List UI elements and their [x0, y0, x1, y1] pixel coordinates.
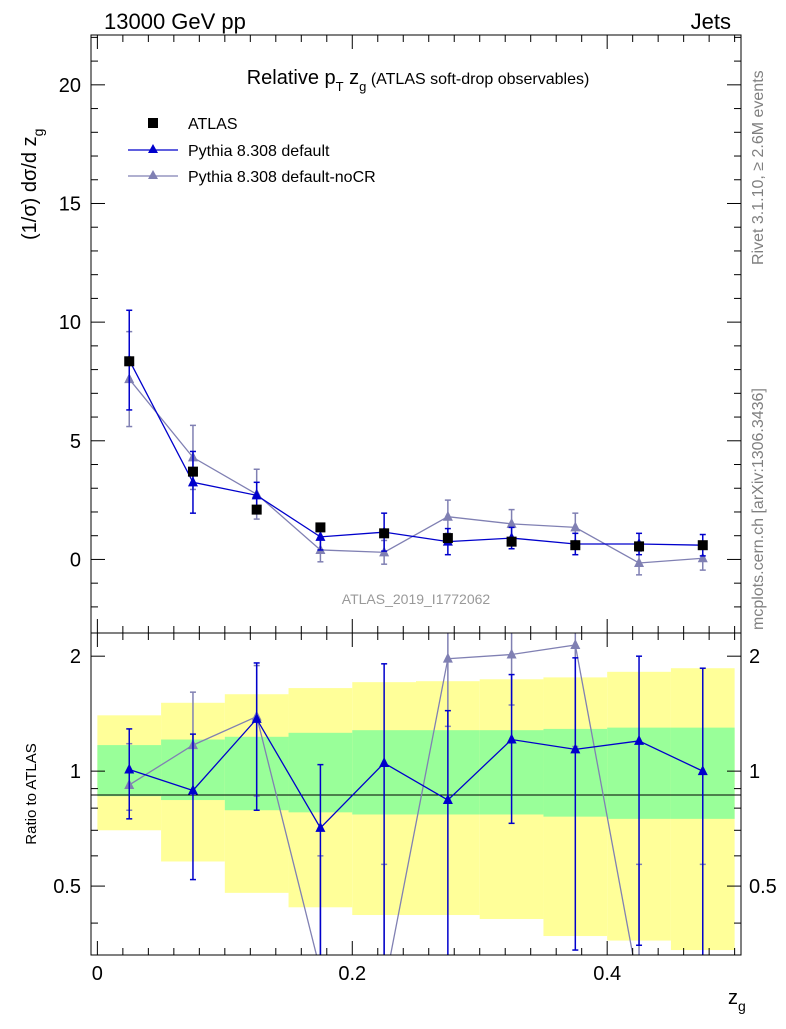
main-y-tick-label: 5	[70, 431, 81, 453]
main-point-atlas	[187, 466, 198, 477]
main-y-tick-label: 10	[59, 312, 81, 334]
analysis-id: ATLAS_2019_I1772062	[342, 591, 491, 607]
ratio-point	[570, 743, 581, 754]
main-line	[128, 359, 703, 546]
x-axis-label: zg	[728, 987, 746, 1014]
main-point	[315, 530, 326, 541]
x-tick-label: 0.2	[338, 963, 366, 985]
main-point	[570, 521, 581, 532]
main-panel: ATLAS_2019_I1772062 0 5 10 15 20 Relative pT…	[19, 34, 742, 634]
main-series-2	[124, 330, 708, 576]
main-y-tick-label: 15	[59, 193, 81, 215]
ratio-series-clipped	[124, 655, 708, 955]
ratio-point	[124, 763, 135, 774]
main-point	[506, 517, 517, 528]
main-y-tick-label: 0	[70, 549, 81, 571]
ratio-point	[506, 733, 517, 744]
ratio-point	[506, 648, 517, 659]
ratio-point	[442, 652, 453, 663]
main-series-layer	[124, 309, 708, 576]
legend-marker-atlas	[148, 118, 158, 128]
ratio-point	[315, 821, 326, 832]
ratio-point	[570, 638, 581, 649]
legend-label-default: Pythia 8.308 default	[188, 143, 330, 160]
main-point-atlas	[379, 528, 390, 539]
main-point-atlas	[251, 504, 262, 515]
rivet-label: Rivet 3.1.10, ≥ 2.6M events	[750, 70, 767, 265]
plot-title: Relative pT zg (ATLAS soft-drop observab…	[247, 67, 590, 94]
legend: ATLAS Pythia 8.308 default Pythia 8.308 …	[128, 116, 376, 186]
process-label: Jets	[691, 9, 731, 34]
main-point-atlas	[124, 356, 135, 367]
mcplots-label: mcplots.cern.ch [arXiv:1306.3436]	[750, 388, 767, 630]
main-point	[187, 476, 198, 487]
main-point	[697, 552, 708, 563]
ratio-axes: 0.5 0.5 1 1 2 2 0 0.2 0.4	[53, 633, 777, 985]
legend-marker-default	[148, 144, 158, 153]
legend-label-nocr: Pythia 8.308 default-noCR	[188, 169, 376, 186]
energy-label: 13000 GeV pp	[104, 9, 246, 34]
legend-marker-nocr	[148, 170, 158, 179]
main-point	[442, 510, 453, 521]
ratio-frame	[90, 632, 742, 956]
main-series-1	[124, 309, 708, 557]
x-tick-label: 0.4	[593, 963, 621, 985]
ratio-point	[442, 794, 453, 805]
ratio-line	[129, 717, 704, 829]
x-tick-label: 0	[92, 963, 103, 985]
ratio-line	[128, 644, 634, 955]
ratio-y-tick-label-right: 1	[749, 761, 760, 783]
ratio-y-axis-label: Ratio to ATLAS	[23, 743, 40, 844]
ratio-y-tick-label-right: 2	[749, 646, 760, 668]
ratio-point	[634, 734, 645, 745]
main-point-atlas	[697, 540, 708, 551]
main-y-axis-label: (1/σ) dσ/d zg	[19, 129, 46, 240]
ratio-y-tick-label: 1	[70, 761, 81, 783]
ratio-y-tick-label: 0.5	[53, 876, 81, 898]
ratio-series-layer	[124, 633, 708, 955]
ratio-series-0	[124, 655, 708, 955]
main-axes: 0 5 10 15 20	[59, 35, 741, 633]
main-series-0	[124, 356, 708, 552]
main-point-atlas	[442, 533, 453, 544]
ratio-y-tick-label: 2	[70, 646, 81, 668]
main-point-atlas	[634, 541, 645, 552]
main-point	[251, 489, 262, 500]
ratio-panel: 0.5 0.5 1 1 2 2 0 0.2 0.4 Ratio to ATLAS zg	[23, 632, 777, 1014]
main-point-atlas	[570, 540, 581, 551]
ratio-point	[379, 757, 390, 768]
main-y-tick-label: 20	[59, 75, 81, 97]
main-point-atlas	[315, 522, 326, 533]
ratio-point	[251, 712, 262, 723]
legend-label-atlas: ATLAS	[188, 116, 238, 133]
main-line	[128, 378, 703, 564]
main-point-atlas	[506, 536, 517, 547]
ratio-point	[187, 784, 198, 795]
ratio-point	[697, 765, 708, 776]
ratio-y-tick-label-right: 0.5	[749, 876, 777, 898]
main-point	[634, 556, 645, 567]
